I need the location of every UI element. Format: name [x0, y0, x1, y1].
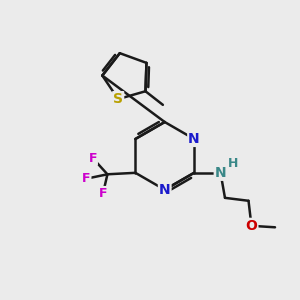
Text: N: N: [159, 183, 170, 197]
Text: N: N: [215, 166, 226, 180]
Text: S: S: [113, 92, 123, 106]
Text: O: O: [245, 219, 257, 233]
Text: N: N: [188, 132, 200, 146]
Text: H: H: [228, 158, 238, 170]
Text: F: F: [88, 152, 97, 165]
Text: F: F: [82, 172, 91, 185]
Text: F: F: [99, 187, 107, 200]
